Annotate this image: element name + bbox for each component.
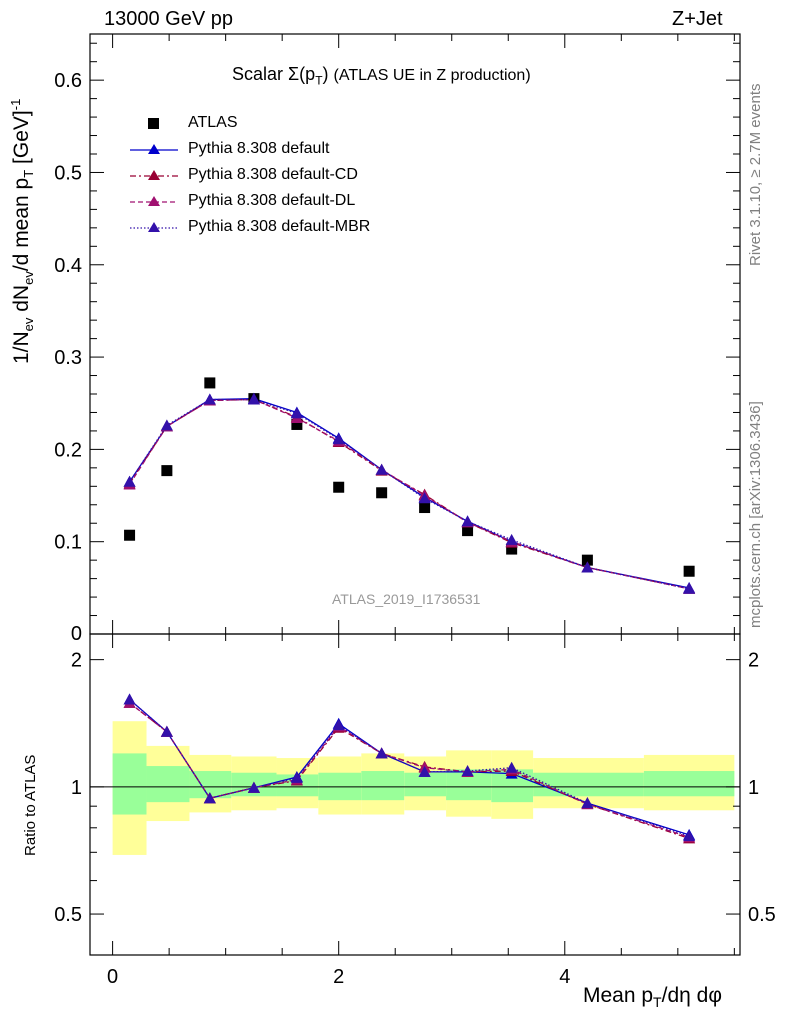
ratio-series-group [123,693,696,844]
ratio-xtick-label: 0 [107,966,118,988]
legend-label: Pythia 8.308 default-MBR [188,218,371,235]
title-suffix: (ATLAS UE in Z production) [333,67,531,84]
mc-point [332,433,345,445]
mc-point [247,393,260,405]
plot-title: Scalar Σ(pT) (ATLAS UE in Z production) [232,64,531,88]
legend-entry-default: Pythia 8.308 default [130,138,450,164]
title-sub: T [315,73,323,88]
ratio-ytick-label: 1 [71,777,82,799]
ratio-point [581,797,594,809]
analysis-watermark: ATLAS_2019_I1736531 [332,591,481,607]
data-point-atlas [124,529,136,541]
mc-point [123,475,136,487]
main-ytick-label: 0.3 [54,347,82,369]
legend-entry-dl: Pythia 8.308 default-DL [130,190,450,216]
mc-point [160,419,173,431]
x-axis-title: Mean pT/dη dφ [583,983,722,1010]
ratio-ytick-label: 0.5 [54,904,82,926]
band-inner [361,771,405,801]
ratio-point [375,747,388,759]
main-ytick-label: 0.4 [54,255,82,277]
legend-label: ATLAS [188,114,238,131]
band-inner [533,772,644,797]
main-ytick-label: 0.5 [54,162,82,184]
legend-entry-cd: Pythia 8.308 default-CD [130,164,450,190]
ratio-point [461,765,474,777]
mc-point [683,582,696,594]
legend: ATLAS Pythia 8.308 default Pythia 8.308 … [130,112,450,242]
ratio-ylabel: Ratio to ATLAS [22,754,39,856]
mc-point [375,463,388,475]
main-ytick-label: 0.2 [54,439,82,461]
data-point-atlas [419,502,431,514]
band-inner [404,772,447,797]
mc-point [203,393,216,405]
band-inner [112,753,147,815]
axis-ticks: 0.1 0.2 0.3 0.4 0.5 0.6 0 0 2 4 0.5 0.5 1 1 2 2 [54,34,776,988]
ratio-point [332,719,345,731]
ratio-point [505,761,518,773]
mc-point [461,515,474,527]
ratio-point [247,781,260,793]
legend-label: Pythia 8.308 default [188,140,330,157]
legend-label: Pythia 8.308 default-CD [188,166,358,183]
header-left: 13000 GeV pp [104,8,233,30]
ratio-ytick-label-right: 0.5 [748,904,776,926]
mcplots-label: mcplots.cern.ch [arXiv:1306.3436] [747,401,764,628]
mc-point [505,533,518,545]
title-close: ) [322,64,329,84]
ratio-point [290,771,303,783]
data-point-atlas [581,554,593,566]
legend-marker-triangle [130,222,178,232]
series-line-4 [129,398,690,590]
legend-entry-mbr: Pythia 8.308 default-MBR [130,216,450,242]
data-point-atlas [161,465,173,477]
data-point-atlas [333,481,345,493]
data-point-atlas [204,377,216,389]
header-right: Z+Jet [672,8,723,30]
ratio-xtick-label: 2 [333,966,344,988]
ratio-ytick-label-right: 1 [748,777,759,799]
legend-marker-triangle [130,170,178,180]
legend-label: Pythia 8.308 default-DL [188,192,356,209]
ratio-point [123,693,136,705]
legend-marker-square [148,118,159,129]
data-point-atlas [376,487,388,499]
mc-point [581,561,594,573]
ratio-ytick-label-right: 2 [748,650,759,672]
main-ytick-label-zero: 0 [71,623,82,645]
band-inner [146,766,190,803]
ratio-line-2 [129,702,690,838]
main-ytick-label: 0.6 [54,70,82,92]
band-inner [643,771,735,797]
main-ylabel: 1/Nev dNev/d mean pT [GeV]-1 [8,98,37,364]
ratio-ytick-label: 2 [71,650,82,672]
ratio-point [160,725,173,737]
main-ytick-label: 0.1 [54,532,82,554]
ratio-point [418,765,431,777]
data-point-atlas [462,525,474,537]
series-line-1 [129,397,690,589]
ratio-panel-frame [89,633,741,956]
ratio-uncertainty-bands [90,721,740,855]
data-point-atlas [683,565,695,577]
ratio-point [203,792,216,804]
ratio-xtick-label: 4 [559,966,570,988]
legend-entry-atlas: ATLAS [130,112,450,138]
ratio-point [683,830,696,842]
title-sigma: Σ(p [288,64,316,84]
main-series-group [123,377,696,594]
data-point-atlas [506,543,518,555]
data-point-atlas [291,418,303,430]
title-prefix: Scalar [232,64,284,84]
series-line-2 [129,398,690,590]
legend-marker-triangle [130,196,178,206]
mc-point [418,492,431,504]
ratio-frame-box [89,633,741,956]
series-line-3 [129,398,690,590]
mc-point [290,407,303,419]
rivet-label: Rivet 3.1.10, ≥ 2.7M events [747,83,764,267]
legend-marker-triangle [130,144,178,154]
